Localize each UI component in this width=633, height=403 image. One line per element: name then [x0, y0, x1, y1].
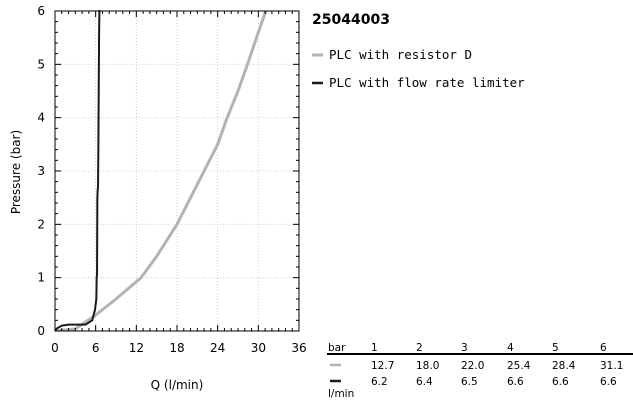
- table-header-cell: 2: [416, 342, 423, 354]
- table-cell: 28.4: [552, 360, 576, 372]
- table-header-label: bar: [328, 342, 346, 354]
- x-tick-label: 18: [169, 341, 184, 355]
- table-unit-label: l/min: [328, 388, 354, 400]
- table-cell: 6.6: [600, 376, 617, 388]
- table-layer: bar 1 2 3 4 5 6 12.7 18.0 22.0 25.4 28.4 31.1 6.2 6.4 6…: [327, 342, 633, 400]
- legend-layer: PLC with resistor D PLC with flow rate li…: [312, 47, 525, 90]
- series-line-0: [55, 10, 268, 331]
- x-tick-label: 24: [210, 341, 225, 355]
- y-tick-label: 6: [37, 4, 45, 18]
- y-tick-label: 0: [37, 324, 45, 338]
- table-cell: 31.1: [600, 360, 623, 372]
- table-cell: 18.0: [416, 360, 439, 372]
- table-header-cell: 1: [371, 342, 378, 354]
- table-cell: 22.0: [461, 360, 484, 372]
- x-tick-label: 0: [51, 341, 59, 355]
- table-cell: 6.2: [371, 376, 388, 388]
- series-layer: [55, 10, 268, 331]
- y-tick-label: 2: [37, 217, 45, 231]
- table-header-cell: 5: [552, 342, 559, 354]
- y-tick-label: 3: [37, 164, 45, 178]
- x-tick-label: 30: [251, 341, 266, 355]
- legend-label-1: PLC with flow rate limiter: [329, 75, 525, 90]
- table-header-cell: 4: [507, 342, 514, 354]
- table-cell: 6.5: [461, 376, 478, 388]
- legend-label-0: PLC with resistor D: [329, 47, 472, 62]
- grid-layer: [55, 11, 299, 331]
- x-tick-label: 12: [129, 341, 144, 355]
- table-header-cell: 6: [600, 342, 607, 354]
- x-tick-label: 36: [291, 341, 306, 355]
- table-header-cell: 3: [461, 342, 468, 354]
- chart-title: 25044003: [312, 12, 390, 28]
- y-axis-label: Pressure (bar): [9, 130, 23, 214]
- table-cell: 25.4: [507, 360, 531, 372]
- x-axis-label: Q (l/min): [151, 378, 204, 392]
- y-tick-label: 1: [37, 271, 45, 285]
- series-line-1: [55, 10, 101, 331]
- table-cell: 6.6: [552, 376, 569, 388]
- x-tick-label: 6: [92, 341, 100, 355]
- y-tick-label: 4: [37, 111, 45, 125]
- table-cell: 6.6: [507, 376, 524, 388]
- table-cell: 12.7: [371, 360, 394, 372]
- y-tick-label: 5: [37, 57, 45, 71]
- table-cell: 6.4: [416, 376, 433, 388]
